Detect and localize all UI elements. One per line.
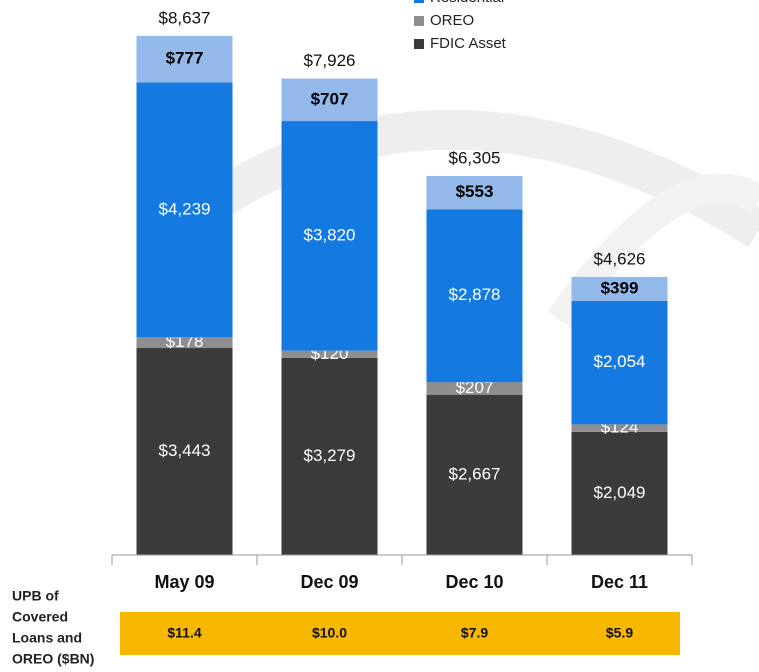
data-label: $207	[456, 378, 494, 397]
data-label: $4,239	[159, 199, 211, 218]
upb-value: $11.4	[167, 625, 201, 641]
bar-segment	[571, 276, 668, 301]
bar-segment	[136, 82, 233, 338]
legend-swatch	[414, 39, 424, 49]
data-label: $707	[311, 89, 349, 108]
legend-label: Residential	[430, 0, 504, 6]
data-label: $2,667	[449, 464, 501, 483]
bar-segment	[281, 350, 378, 358]
total-label: $7,926	[304, 51, 356, 70]
x-tick-label: Dec 11	[591, 572, 648, 592]
data-label: $777	[166, 49, 204, 68]
data-label: $3,279	[304, 446, 356, 465]
bar-segment	[426, 175, 523, 210]
data-label: $2,049	[594, 483, 646, 502]
data-label: $399	[601, 278, 639, 297]
bar-segment	[426, 209, 523, 383]
bar-segment	[281, 357, 378, 555]
bar-segment	[136, 35, 233, 83]
legend-label: FDIC Asset	[430, 35, 507, 52]
bar-segment	[136, 337, 233, 349]
upb-caption: Covered	[12, 609, 68, 625]
data-label: $3,820	[304, 225, 356, 244]
total-label: $8,637	[159, 8, 211, 27]
legend-swatch	[414, 0, 424, 3]
bar-segment	[571, 431, 668, 555]
data-label: $2,054	[594, 352, 646, 371]
upb-caption: Loans and	[12, 630, 82, 646]
total-label: $6,305	[449, 148, 501, 167]
total-label: $4,626	[594, 249, 646, 268]
bar-segment	[281, 78, 378, 122]
upb-value: $10.0	[312, 625, 347, 641]
x-tick-label: Dec 10	[445, 572, 503, 592]
bar-segment	[426, 382, 523, 395]
data-label: $3,443	[159, 441, 211, 460]
upb-caption: UPB of	[12, 588, 59, 604]
upb-value: $7.9	[461, 625, 488, 641]
bar-segment	[281, 121, 378, 351]
x-tick-label: Dec 09	[300, 572, 358, 592]
upb-value: $5.9	[606, 625, 633, 641]
data-label: $2,878	[449, 285, 501, 304]
upb-caption: OREO ($BN)	[12, 651, 94, 667]
upb-band	[120, 612, 680, 655]
x-tick-label: May 09	[154, 572, 214, 592]
bar-segment	[426, 394, 523, 555]
bar-segment	[571, 300, 668, 425]
legend-label: OREO	[430, 12, 474, 29]
legend-swatch	[414, 16, 424, 26]
bar-segment	[571, 424, 668, 432]
bar-segment	[136, 348, 233, 555]
data-label: $553	[456, 182, 494, 201]
